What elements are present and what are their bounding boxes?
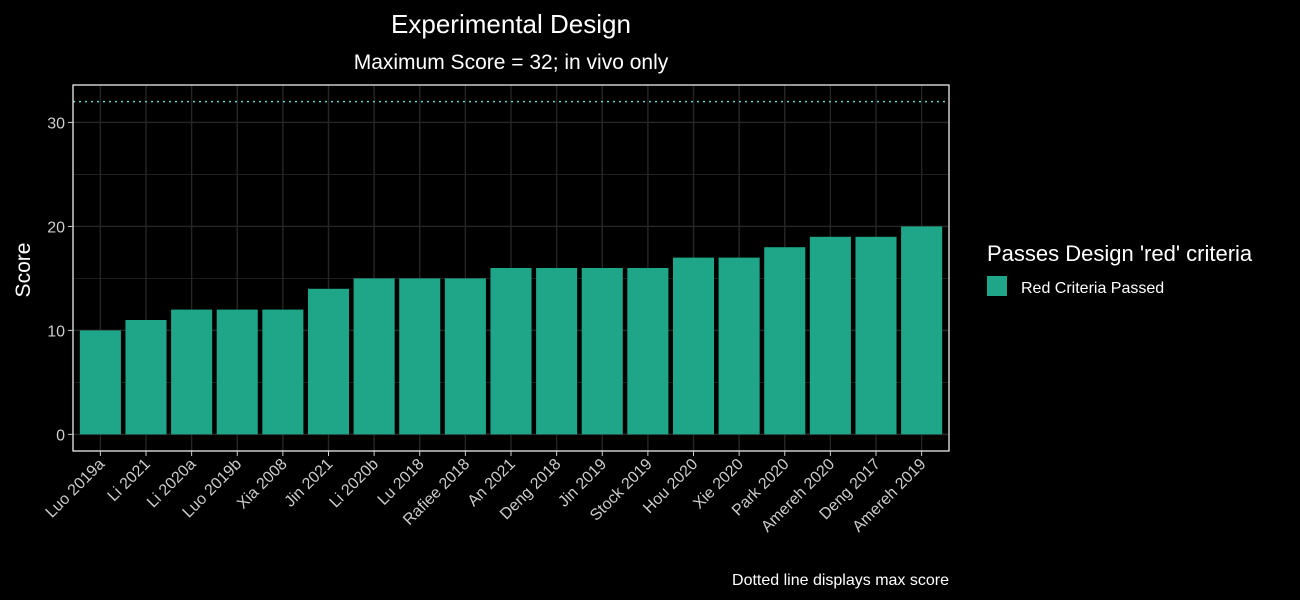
bar	[764, 247, 806, 435]
legend-swatch	[987, 276, 1007, 296]
x-tick-label: Li 2020b	[327, 456, 383, 512]
y-axis-ticks: 0 10 20 30	[47, 115, 73, 444]
y-axis-title: Score	[12, 243, 35, 298]
x-tick-label: Luo 2019a	[43, 456, 109, 522]
bar	[672, 257, 715, 435]
bar	[79, 330, 121, 435]
bar	[216, 309, 258, 435]
y-tick-label: 30	[47, 115, 65, 132]
x-tick-label: Xia 2008	[234, 456, 291, 513]
bar	[399, 278, 441, 435]
bar	[855, 236, 897, 435]
bar	[536, 268, 578, 435]
bar	[125, 319, 167, 435]
bar	[171, 309, 213, 435]
chart-subtitle: Maximum Score = 32; in vivo only	[354, 51, 669, 74]
bar	[262, 309, 304, 435]
legend-label: Red Criteria Passed	[1021, 280, 1164, 297]
bar	[809, 236, 851, 435]
bar	[581, 268, 623, 435]
bar	[718, 257, 760, 435]
y-tick-label: 20	[47, 219, 65, 236]
y-tick-label: 0	[56, 427, 65, 444]
caption: Dotted line displays max score	[732, 572, 949, 589]
bar	[490, 268, 532, 435]
bar	[353, 278, 395, 435]
bar	[307, 288, 350, 435]
legend-title: Passes Design 'red' criteria	[987, 241, 1253, 266]
bar	[444, 278, 486, 435]
bar	[627, 268, 669, 435]
bar	[901, 226, 943, 435]
y-tick-label: 10	[47, 323, 65, 340]
bars	[79, 226, 943, 435]
chart-title: Experimental Design	[391, 9, 631, 39]
x-tick-label: Jin 2021	[282, 456, 337, 511]
